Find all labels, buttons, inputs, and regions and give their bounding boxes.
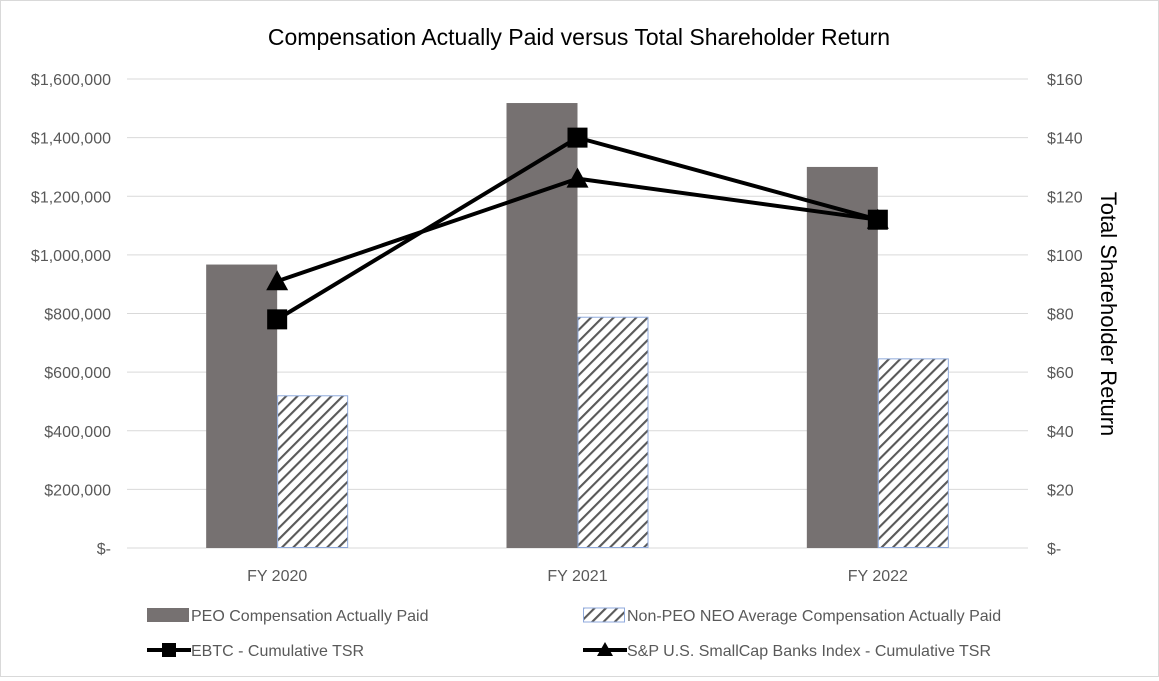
bar-peo-1 xyxy=(206,264,278,548)
legend: PEO Compensation Actually Paid Non-PEO NE… xyxy=(147,607,1001,660)
legend-label: Non-PEO NEO Average Compensation Actuall… xyxy=(627,608,1001,625)
legend-triangle-marker xyxy=(597,642,613,656)
left-tick-label: $1,600,000 xyxy=(31,72,111,89)
right-tick-label: $60 xyxy=(1047,365,1074,382)
left-tick-label: $800,000 xyxy=(44,307,111,324)
marker-ebtc-1 xyxy=(267,309,288,330)
right-tick-label: $80 xyxy=(1047,307,1074,324)
x-tick-label: FY 2022 xyxy=(848,568,908,585)
right-tick-label: $160 xyxy=(1047,72,1083,89)
chart-title: Compensation Actually Paid versus Total … xyxy=(268,24,890,50)
marker-sp-index-2 xyxy=(566,167,589,188)
right-tick-label: $100 xyxy=(1047,248,1083,265)
bars xyxy=(206,103,949,548)
bar-peo-3 xyxy=(806,166,878,548)
series-lines xyxy=(266,127,889,330)
left-tick-label: $1,000,000 xyxy=(31,248,111,265)
right-tick-label: $- xyxy=(1047,541,1061,558)
x-tick-label: FY 2020 xyxy=(247,568,307,585)
legend-label: S&P U.S. SmallCap Banks Index - Cumulati… xyxy=(627,643,991,660)
left-tick-label: $600,000 xyxy=(44,365,111,382)
right-tick-label: $40 xyxy=(1047,424,1074,441)
x-axis-ticks: FY 2020 FY 2021 FY 2022 xyxy=(247,568,908,585)
left-tick-label: $200,000 xyxy=(44,482,111,499)
left-tick-label: $1,200,000 xyxy=(31,189,111,206)
right-axis-label: Total Shareholder Return xyxy=(1096,192,1121,437)
left-tick-label: $1,400,000 xyxy=(31,131,111,148)
right-tick-label: $140 xyxy=(1047,131,1083,148)
legend-swatch-neo xyxy=(583,607,625,623)
bar-neo-2 xyxy=(577,316,649,548)
legend-square-marker xyxy=(162,643,176,657)
marker-ebtc-2 xyxy=(567,127,588,148)
bar-peo-2 xyxy=(506,103,578,548)
left-tick-label: $400,000 xyxy=(44,424,111,441)
legend-label: PEO Compensation Actually Paid xyxy=(191,608,428,625)
bar-neo-3 xyxy=(877,358,949,548)
right-axis-ticks: $- $20 $40 $60 $80 $100 $120 $140 $160 xyxy=(1047,72,1083,558)
bar-neo-1 xyxy=(277,395,349,548)
left-tick-label: $- xyxy=(97,541,111,558)
x-tick-label: FY 2021 xyxy=(547,568,607,585)
legend-swatch-peo xyxy=(147,608,189,622)
legend-label: EBTC - Cumulative TSR xyxy=(191,643,364,660)
left-axis-ticks: $- $200,000 $400,000 $600,000 $800,000 $1,000… xyxy=(31,72,111,558)
marker-sp-index-1 xyxy=(266,270,289,291)
marker-sp-index-3 xyxy=(866,208,889,229)
right-tick-label: $20 xyxy=(1047,482,1074,499)
right-tick-label: $120 xyxy=(1047,189,1083,206)
